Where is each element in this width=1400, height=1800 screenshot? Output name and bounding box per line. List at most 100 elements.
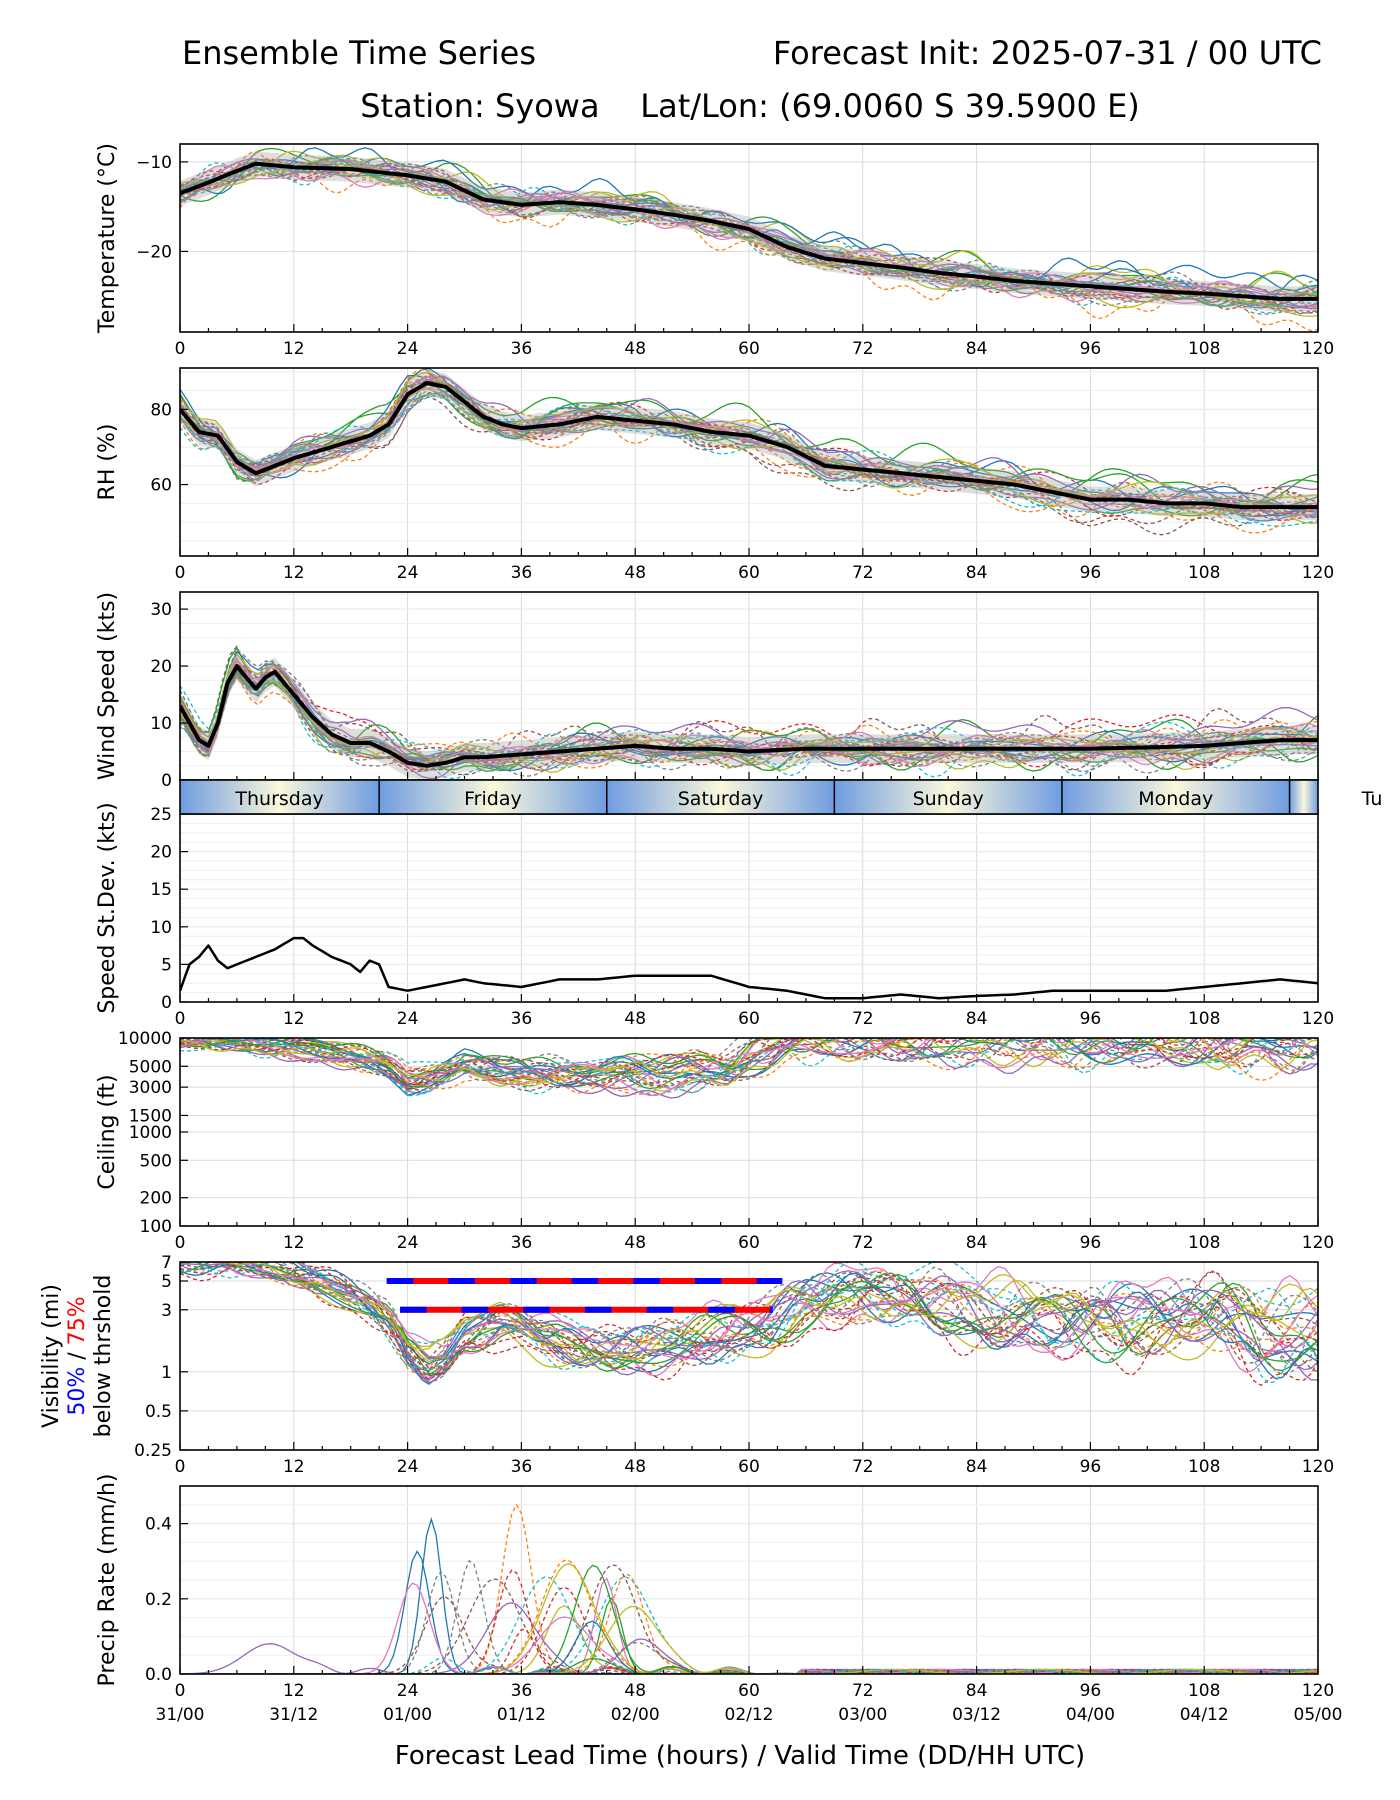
visibility-legend: 50% / 75%: [65, 1296, 90, 1415]
x-axis-label: Forecast Lead Time (hours) / Valid Time …: [395, 1741, 1085, 1771]
day-label: Saturday: [678, 788, 764, 810]
ensemble-member-line: [180, 394, 1318, 524]
day-label: Thursday: [234, 788, 323, 810]
x-tick-label: 24: [397, 563, 419, 583]
day-band: Thursday Friday Saturday Sunday Monday Tu: [179, 779, 1382, 815]
x-tick-label: 96: [1080, 339, 1102, 359]
x-tick-label: 108: [1188, 339, 1220, 359]
x-tick-label: 48: [624, 1009, 646, 1029]
y-tick-label: 100: [140, 1217, 172, 1237]
valid-time-label: 05/00: [1294, 1705, 1343, 1725]
y-tick-label: 200: [140, 1189, 172, 1209]
y-tick-label: −20: [136, 242, 172, 262]
ensemble-member-line: [183, 1038, 1297, 1086]
panel-2: 60 80 0 12 24 36 48 60 72 84 96 108 120 RH (%): [95, 367, 1334, 583]
ensemble-member-line: [180, 1262, 1318, 1371]
ensemble-member-line: [180, 1582, 1318, 1674]
x-tick-label: 72: [852, 1233, 874, 1253]
ensemble-member-line: [181, 1038, 1318, 1094]
x-tick-label: 36: [511, 563, 533, 583]
x-tick-label: 96: [1080, 1681, 1102, 1701]
x-tick-label: 84: [966, 1009, 988, 1029]
y-tick-label: 10000: [118, 1029, 172, 1049]
station-info: Station: Syowa Lat/Lon: (69.0060 S 39.59…: [360, 87, 1140, 125]
y-tick-label: 80: [150, 400, 172, 420]
x-tick-label: 108: [1188, 1681, 1220, 1701]
day-label: Sunday: [913, 788, 984, 810]
day-segment: [606, 780, 835, 814]
ensemble-member-line: [180, 159, 1318, 312]
x-tick-label: 96: [1080, 1457, 1102, 1477]
panel-1: −10 −20 0 12 24 36 48 60 72 84 96 108 120 Temperature…: [95, 143, 1334, 359]
day-segment: [1061, 780, 1290, 814]
ensemble-member-line: [180, 380, 1318, 515]
x-tick-label: 84: [966, 563, 988, 583]
ensemble-member-line: [180, 1038, 1293, 1089]
y-axis-label: Visibility (mi): [39, 1284, 64, 1428]
spread-band: [180, 369, 1318, 521]
day-band-frame: [179, 779, 1319, 815]
y-tick-label: 500: [140, 1151, 172, 1171]
std-dev-line: [180, 936, 1318, 1000]
x-tick-label: 84: [966, 1457, 988, 1477]
y-axis-label: RH (%): [95, 424, 120, 501]
y-tick-label: 60: [150, 476, 172, 496]
y-tick-label: 0.25: [134, 1441, 172, 1461]
x-tick-label: 60: [738, 339, 760, 359]
ensemble-member-line: [180, 164, 1318, 315]
legend-75: 75%: [65, 1296, 90, 1345]
x-tick-label: 0: [175, 1457, 186, 1477]
x-tick-label: 108: [1188, 1009, 1220, 1029]
ensemble-member-line: [180, 1038, 1318, 1096]
x-tick-label: 0: [175, 339, 186, 359]
x-tick-label: 12: [283, 1233, 305, 1253]
y-tick-label: 5000: [129, 1057, 172, 1077]
forecast-init: Forecast Init: 2025-07-31 / 00 UTC: [773, 34, 1322, 72]
x-tick-label: 60: [738, 563, 760, 583]
ensemble-member-line: [180, 163, 1318, 301]
x-tick-label: 96: [1080, 563, 1102, 583]
ensemble-member-line: [180, 660, 1318, 779]
x-tick-label: 60: [738, 1457, 760, 1477]
x-tick-label: 72: [852, 1009, 874, 1029]
ensemble-member-line: [180, 157, 1318, 292]
panels: −10−200 12 24 36 48 60 72 84 96 108 120Temperature…: [39, 143, 1382, 1725]
ensemble-member-line: [180, 646, 1318, 773]
ensemble-member-line: [180, 384, 1318, 512]
y-tick-label: 25: [150, 805, 172, 825]
y-tick-label: 5: [161, 1272, 172, 1292]
x-tick-label: 120: [1302, 1009, 1334, 1029]
y-axis-label: Speed St.Dev. (kts): [95, 802, 120, 1013]
day-segment: [1289, 780, 1318, 814]
x-tick-label: 48: [624, 1681, 646, 1701]
ensemble-mean-line: [180, 381, 1318, 510]
x-tick-label: 120: [1302, 563, 1334, 583]
legend-50: 50%: [65, 1367, 90, 1416]
x-tick-label: 108: [1188, 563, 1220, 583]
ensemble-member-line: [180, 659, 1318, 765]
y-axis-label: Wind Speed (kts): [95, 592, 120, 780]
ensemble-member-line: [276, 1262, 1318, 1366]
valid-time-label: 02/00: [611, 1705, 660, 1725]
ensemble-member-line: [201, 1038, 1318, 1092]
ensemble-member-line: [180, 168, 1318, 307]
ensemble-member-line: [180, 1038, 1318, 1090]
ensemble-member-line: [180, 1263, 1318, 1384]
valid-time-label: 04/00: [1066, 1705, 1115, 1725]
x-tick-label: 0: [175, 563, 186, 583]
panel-6: 0.25 0.5 1 3 57 0 12 24 36 48 60 72 84 96 108 120 Visibi…: [39, 1253, 1334, 1477]
valid-time-label: 03/00: [838, 1705, 887, 1725]
valid-time-label: 01/00: [383, 1705, 432, 1725]
valid-time-label: 02/12: [725, 1705, 774, 1725]
ensemble-member-line: [217, 1262, 1318, 1371]
x-tick-label: 60: [738, 1009, 760, 1029]
legend-sep: /: [65, 1345, 90, 1366]
valid-time-label: 04/12: [1180, 1705, 1229, 1725]
x-tick-label: 72: [852, 1457, 874, 1477]
valid-time-label: 03/12: [952, 1705, 1001, 1725]
ensemble-member-line: [180, 396, 1318, 536]
plot-area: [180, 147, 1318, 332]
x-tick-label: 24: [397, 1681, 419, 1701]
x-tick-label: 24: [397, 339, 419, 359]
